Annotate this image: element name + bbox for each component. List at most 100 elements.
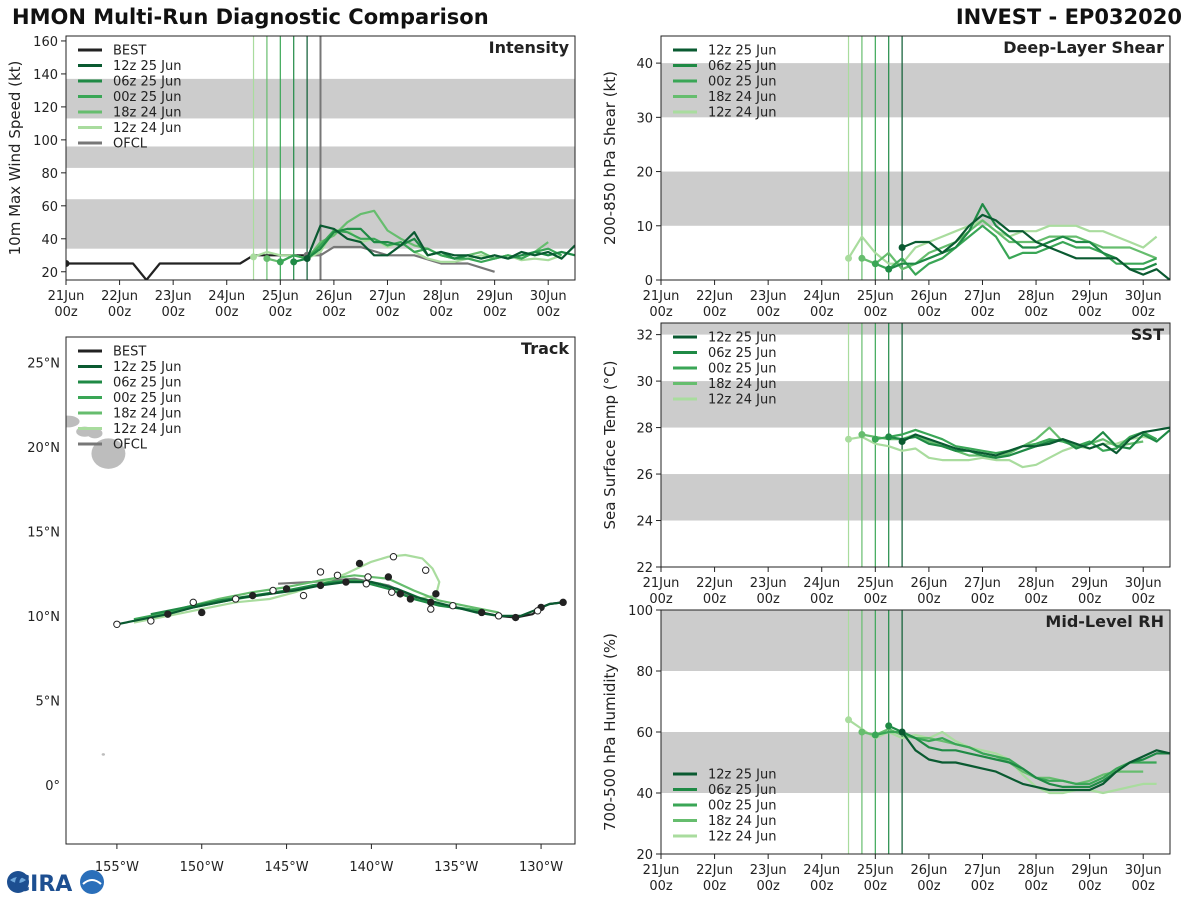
intensity-plot-area [66,36,575,280]
y-tick-label: 24 [636,515,653,530]
init-marker [303,255,311,263]
y-tick-label: 28 [636,422,653,437]
init-marker [66,260,70,268]
series-line [901,731,1170,792]
x-tick-label: 21Jun [643,863,680,878]
threshold-band [661,323,1170,335]
legend-label: 00z 25 Jun [708,799,777,814]
x-tick-label: 00z [54,305,78,320]
legend-label: 12z 25 Jun [708,768,777,783]
x-tick-label: 28Jun [1018,289,1055,304]
init-marker [250,253,258,261]
legend-label: 06z 25 Jun [708,783,777,798]
y-tick-label: 100 [628,604,653,619]
x-tick-label: 24Jun [803,863,840,878]
y-tick-label: 40 [636,787,653,802]
x-tick-label: 26Jun [315,289,352,304]
legend-label: 12z 24 Jun [708,393,777,408]
x-tick-label: 29Jun [476,289,513,304]
x-tick-label: 00z [1078,305,1102,320]
axes-frame [65,35,576,281]
x-tick-label: 00z [917,879,941,894]
track-position-marker [269,586,277,595]
panel-title: Mid-Level RH [1045,612,1164,631]
x-tick-label: 150°W [180,860,224,875]
track-position-marker [449,602,457,610]
legend-label: 00z 25 Jun [113,391,182,406]
track-line [133,553,441,624]
x-tick-label: 00z [108,305,132,320]
x-tick-label: 26Jun [910,863,947,878]
y-tick-label: 0° [45,779,60,794]
x-tick-label: 00z [971,305,995,320]
y-tick-label: 60 [41,200,58,215]
series-line [861,727,1144,786]
x-tick-label: 155°W [95,860,139,875]
storm-id: INVEST - EP032020 [955,5,1182,29]
threshold-band [661,474,1170,521]
x-tick-label: 00z [483,305,507,320]
init-marker [858,431,866,439]
track-position-marker [494,612,503,620]
x-tick-label: 00z [971,879,995,894]
x-tick-label: 30Jun [530,289,567,304]
legend-label: 06z 25 Jun [708,346,777,361]
x-tick-label: 145°W [264,860,308,875]
track-position-marker [362,580,371,588]
legend-label: BEST [113,44,146,59]
threshold-band [661,171,1170,226]
track-position-marker [432,590,440,598]
track-position-marker [389,553,398,561]
x-tick-label: 00z [1132,305,1156,320]
cira-logo: CIRA [7,870,104,897]
x-tick-label: 25Jun [262,289,299,304]
legend-label: 00z 25 Jun [708,362,777,377]
x-tick-label: 00z [703,305,727,320]
series-line [875,730,1157,786]
x-tick-label: 00z [864,592,888,607]
y-tick-label: 120 [33,101,58,116]
series-line [306,224,575,260]
init-marker [845,716,853,724]
panel-title: SST [1131,325,1164,344]
sst-plot-area [661,323,1170,567]
threshold-band [661,63,1170,118]
axes-frame [660,322,1171,568]
panel-title: Track [521,339,569,358]
track-position-marker [406,595,415,603]
track-position-marker [396,590,404,598]
y-tick-label: 140 [33,68,58,83]
rh-panel: 2040608010021Jun00z22Jun00z23Jun00z24Jun… [601,604,1171,894]
y-axis-label: 200-850 hPa Shear (kt) [601,71,619,245]
x-tick-label: 00z [161,305,185,320]
track-position-marker [147,617,155,625]
legend-label: 12z 25 Jun [708,44,777,59]
legend-label: 12z 24 Jun [113,121,182,136]
track-position-marker [427,598,435,607]
x-tick-label: 130°W [519,860,563,875]
y-axis-label: 10m Max Wind Speed (kt) [6,61,24,256]
y-tick-label: 80 [636,665,653,680]
track-position-marker [282,585,291,593]
x-tick-label: 00z [1078,592,1102,607]
track-position-marker [388,588,396,596]
axes-frame [65,336,576,845]
track-position-marker [511,613,520,622]
x-tick-label: 00z [269,305,293,320]
x-tick-label: 00z [1132,879,1156,894]
x-tick-label: 00z [649,592,673,607]
series-line [901,213,1170,280]
track-position-marker [533,607,542,615]
x-tick-label: 00z [537,305,561,320]
x-tick-label: 29Jun [1071,863,1108,878]
init-marker [858,728,866,736]
y-tick-label: 32 [636,329,653,344]
x-tick-label: 00z [756,879,780,894]
legend-label: 18z 24 Jun [708,814,777,829]
x-tick-label: 00z [1024,879,1048,894]
init-marker [898,728,906,736]
y-tick-label: 10°N [27,610,60,625]
init-marker [871,435,879,443]
legend-label: OFCL [113,438,148,453]
globe-swirl [10,877,26,883]
